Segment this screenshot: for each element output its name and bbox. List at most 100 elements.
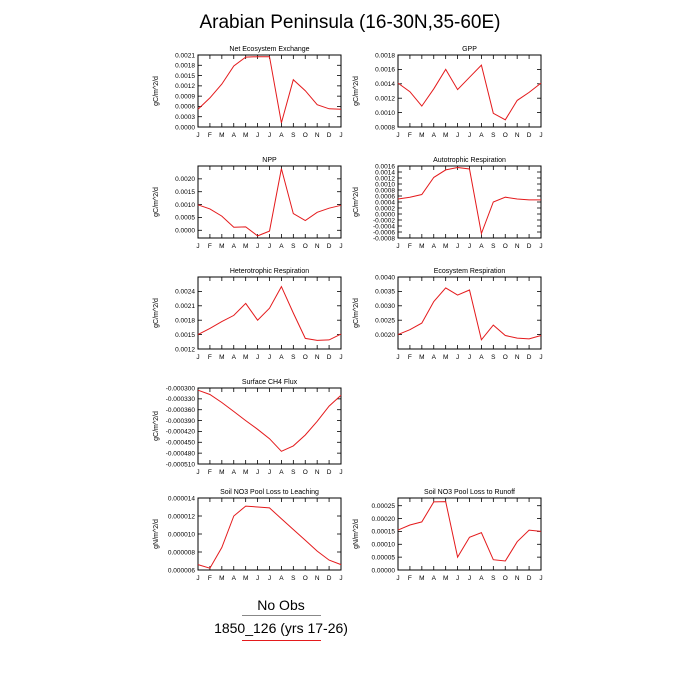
x-tick-label: O	[503, 132, 508, 139]
y-axis-label: gC/m^2/d	[153, 76, 160, 106]
y-axis-label: gN/m^2/d	[353, 519, 360, 549]
x-tick-label: A	[232, 575, 237, 582]
chart-panel: GPP gC/m^2/d 0.0008 0.0010 0.0012 0.0014 0.001…	[353, 46, 543, 139]
y-tick-label: 0.00010	[372, 542, 396, 549]
x-tick-label: M	[443, 132, 448, 139]
x-tick-label: O	[503, 354, 508, 361]
x-tick-label: N	[515, 575, 520, 582]
x-tick-label: J	[256, 469, 259, 476]
chart-panel: Surface CH4 Flux gC/m^2/d -0.000300 -0.0003…	[153, 379, 343, 476]
x-tick-label: F	[408, 354, 412, 361]
x-tick-label: J	[539, 243, 542, 250]
chart-panel: Soil NO3 Pool Loss to Leaching gN/m^2/d 0.…	[153, 489, 343, 582]
y-tick-label: 0.000006	[168, 567, 195, 574]
y-tick-label: 0.0000	[175, 228, 195, 235]
y-tick-label: -0.0008	[373, 235, 395, 242]
x-tick-label: A	[232, 469, 237, 476]
x-tick-label: D	[527, 575, 532, 582]
plot-frame	[397, 165, 542, 239]
y-tick-label: -0.000510	[166, 461, 196, 468]
x-tick-label: D	[527, 132, 532, 139]
y-tick-label: -0.000450	[166, 440, 196, 447]
x-tick-label: A	[479, 243, 484, 250]
x-tick-label: A	[279, 243, 284, 250]
chart-panel: Net Ecosystem Exchange gC/m^2/d 0.0000 0.00…	[153, 46, 343, 139]
plot-frame	[197, 387, 342, 465]
y-tick-label: 0.0010	[375, 181, 395, 188]
y-tick-label: 0.000012	[168, 513, 195, 520]
y-tick-label: 0.0025	[375, 318, 395, 325]
x-tick-label: N	[515, 243, 520, 250]
x-tick-label: J	[339, 132, 342, 139]
x-tick-label: O	[303, 354, 308, 361]
x-tick-label: O	[503, 243, 508, 250]
x-tick-label: F	[408, 132, 412, 139]
x-tick-label: A	[279, 132, 284, 139]
x-tick-label: M	[419, 132, 424, 139]
x-tick-label: M	[219, 354, 224, 361]
x-tick-label: A	[479, 575, 484, 582]
y-tick-label: -0.0006	[373, 229, 395, 236]
y-tick-label: 0.0014	[375, 169, 395, 176]
legend-model-label: 1850_126 (yrs 17-26)	[214, 620, 348, 636]
y-tick-label: 0.0000	[175, 124, 195, 131]
x-tick-label: J	[196, 132, 199, 139]
y-tick-label: -0.000390	[166, 418, 196, 425]
y-tick-label: 0.00015	[372, 529, 396, 536]
x-tick-label: J	[256, 243, 259, 250]
x-tick-label: A	[279, 469, 284, 476]
y-tick-label: 0.0014	[375, 81, 395, 88]
x-tick-label: M	[419, 354, 424, 361]
series-line	[197, 168, 342, 237]
x-tick-label: A	[279, 575, 284, 582]
x-tick-label: J	[256, 575, 259, 582]
x-tick-label: A	[232, 354, 237, 361]
x-tick-label: N	[315, 469, 320, 476]
y-axis-label: gC/m^2/d	[153, 187, 160, 217]
x-tick-label: A	[432, 575, 437, 582]
chart-panel: Heterotrophic Respiration gC/m^2/d 0.0012 0…	[153, 268, 343, 361]
x-tick-label: F	[408, 575, 412, 582]
x-tick-label: D	[527, 243, 532, 250]
x-tick-label: J	[456, 243, 459, 250]
legend-obs-label: No Obs	[257, 597, 305, 613]
y-tick-label: -0.000480	[166, 450, 196, 457]
y-tick-label: 0.00000	[372, 567, 396, 574]
y-axis-label: gC/m^2/d	[153, 411, 160, 441]
series-line	[197, 56, 342, 124]
plot-frame	[397, 497, 542, 571]
x-tick-label: O	[303, 469, 308, 476]
x-tick-label: A	[432, 243, 437, 250]
y-tick-label: 0.0035	[375, 289, 395, 296]
y-tick-label: -0.000330	[166, 396, 196, 403]
x-tick-label: A	[479, 132, 484, 139]
x-tick-label: M	[419, 575, 424, 582]
x-tick-label: D	[327, 354, 332, 361]
y-tick-label: 0.0012	[175, 346, 195, 353]
y-tick-label: 0.0020	[175, 176, 195, 183]
x-tick-label: S	[491, 354, 496, 361]
x-tick-label: S	[491, 243, 496, 250]
x-tick-label: S	[291, 243, 296, 250]
panel-title: Autotrophic Respiration	[433, 157, 506, 164]
chart-panel: Soil NO3 Pool Loss to Runoff gN/m^2/d 0.00…	[353, 489, 543, 582]
series-line	[397, 501, 542, 562]
chart-panel: Autotrophic RespirationgC/m^2/d-0.0008-0…	[353, 157, 543, 250]
x-tick-label: J	[268, 243, 271, 250]
x-tick-label: D	[327, 243, 332, 250]
x-tick-label: F	[208, 243, 212, 250]
y-tick-label: 0.0018	[175, 318, 195, 325]
y-tick-label: 0.0024	[175, 289, 195, 296]
x-tick-label: A	[279, 354, 284, 361]
y-tick-label: 0.0008	[375, 124, 395, 131]
x-tick-label: J	[396, 575, 399, 582]
x-tick-label: J	[339, 354, 342, 361]
x-tick-label: J	[539, 132, 542, 139]
y-tick-label: 0.0040	[375, 274, 395, 281]
y-tick-label: 0.0016	[375, 67, 395, 74]
series-line	[397, 64, 542, 121]
panel-title: Soil NO3 Pool Loss to Leaching	[220, 489, 319, 496]
y-tick-label: -0.000420	[166, 429, 196, 436]
y-axis-label: gC/m^2/d	[353, 298, 360, 328]
x-tick-label: J	[456, 354, 459, 361]
